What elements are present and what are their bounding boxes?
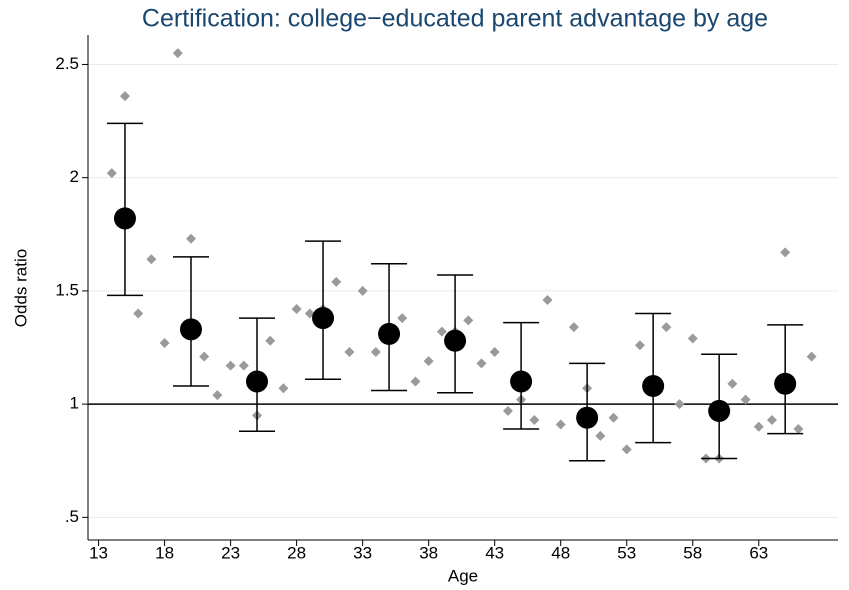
x-tick-label: 58: [683, 543, 702, 562]
point: [370, 347, 381, 358]
point: [806, 351, 817, 362]
point: [159, 337, 170, 348]
point: [766, 414, 777, 425]
point: [436, 326, 447, 337]
point: [331, 276, 342, 287]
point: [542, 294, 553, 305]
point: [555, 419, 566, 430]
point: [238, 360, 249, 371]
point: [225, 360, 236, 371]
point: [780, 247, 791, 258]
point: [727, 378, 738, 389]
point: [608, 412, 619, 423]
point: [476, 358, 487, 369]
point: [634, 340, 645, 351]
point: [502, 405, 513, 416]
y-tick-label: .5: [65, 507, 79, 526]
estimate: [510, 370, 533, 393]
point: [423, 356, 434, 367]
estimate: [708, 399, 731, 422]
estimate: [378, 322, 401, 345]
point: [529, 414, 540, 425]
point: [119, 91, 130, 102]
point: [410, 376, 421, 387]
estimate: [576, 406, 599, 429]
point: [661, 322, 672, 333]
estimate: [642, 375, 665, 398]
estimate: [444, 329, 467, 352]
point: [212, 390, 223, 401]
point: [674, 399, 685, 410]
chart-title: Certification: college−educated parent a…: [142, 5, 768, 33]
point: [595, 430, 606, 441]
x-tick-label: 48: [551, 543, 570, 562]
estimate: [113, 207, 136, 230]
point: [463, 315, 474, 326]
point: [199, 351, 210, 362]
x-tick-label: 53: [617, 543, 636, 562]
point: [133, 308, 144, 319]
x-tick-label: 23: [221, 543, 240, 562]
y-tick-label: 1.5: [55, 280, 79, 299]
point: [291, 304, 302, 315]
point: [489, 347, 500, 358]
y-tick-label: 2.5: [55, 54, 79, 73]
point: [265, 335, 276, 346]
point: [793, 424, 804, 435]
x-tick-label: 13: [89, 543, 108, 562]
x-tick-label: 63: [749, 543, 768, 562]
point: [278, 383, 289, 394]
y-tick-label: 2: [70, 167, 79, 186]
point: [357, 285, 368, 296]
point: [687, 333, 698, 344]
point: [397, 313, 408, 324]
estimate: [179, 318, 202, 341]
y-tick-label: 1: [70, 394, 79, 413]
point: [753, 421, 764, 432]
point: [740, 394, 751, 405]
estimate: [246, 370, 269, 393]
point: [146, 254, 157, 265]
x-tick-label: 28: [287, 543, 306, 562]
point: [185, 233, 196, 244]
point: [106, 168, 117, 179]
estimate: [312, 307, 335, 330]
x-tick-label: 33: [353, 543, 372, 562]
point: [568, 322, 579, 333]
y-axis-label: Odds ratio: [11, 249, 30, 327]
x-tick-label: 43: [485, 543, 504, 562]
x-tick-label: 38: [419, 543, 438, 562]
x-axis-label: Age: [448, 566, 478, 585]
x-tick-label: 18: [155, 543, 174, 562]
estimate: [774, 372, 797, 395]
point: [344, 347, 355, 358]
point: [172, 48, 183, 59]
point: [621, 444, 632, 455]
